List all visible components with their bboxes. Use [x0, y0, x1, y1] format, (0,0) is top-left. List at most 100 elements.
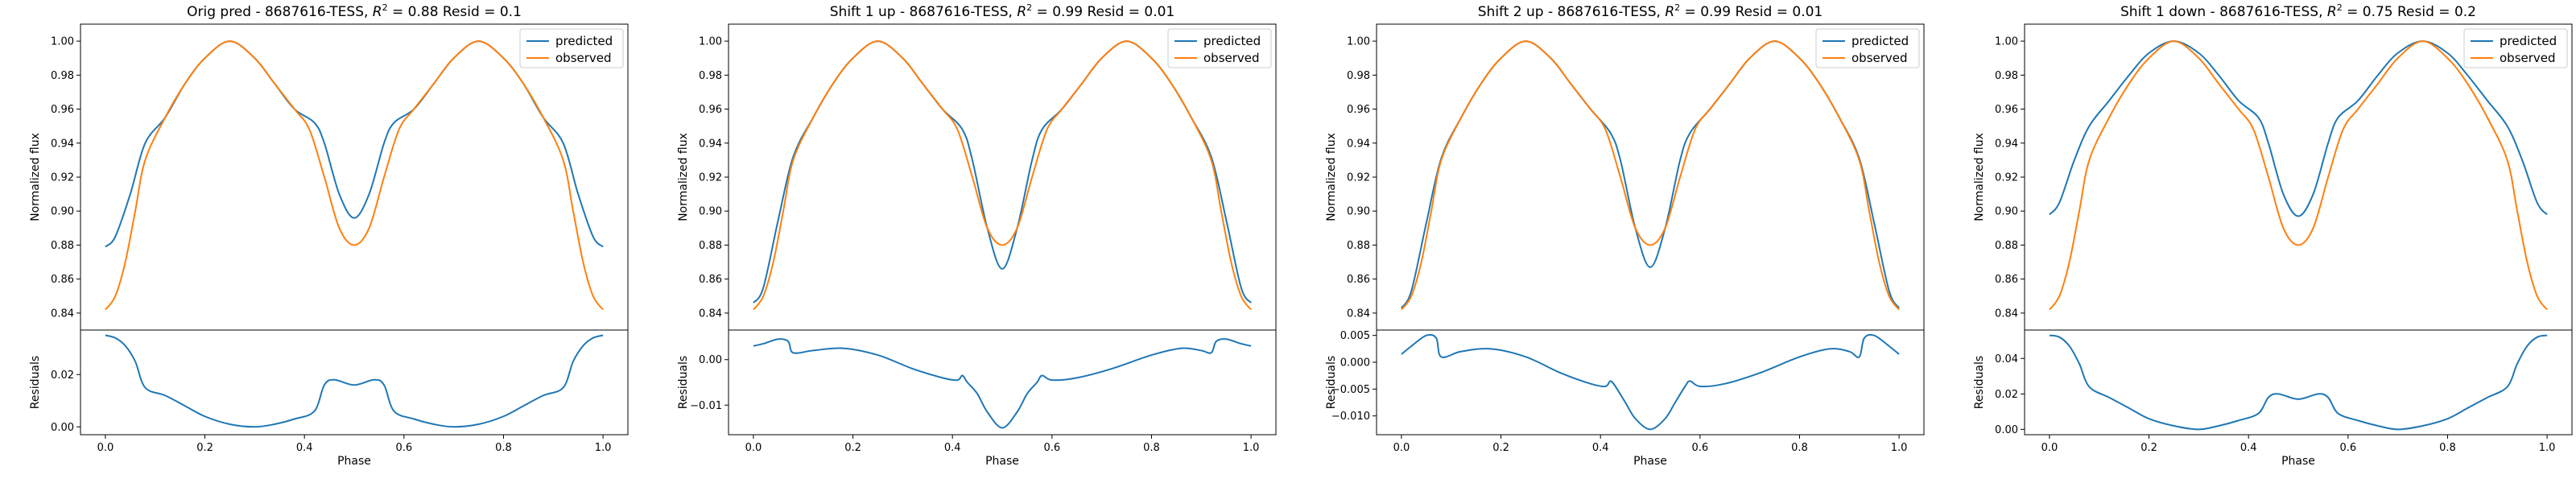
- residual-ytick-label: 0.005: [1340, 330, 1370, 342]
- legend-label-observed: observed: [1852, 51, 1908, 65]
- chart-title: Shift 1 down - 8687616-TESS, R2 = 0.75 R…: [2120, 2, 2476, 20]
- xtick-label: 0.4: [1592, 442, 1609, 454]
- title-suffix: = 0.75 Resid = 0.2: [2343, 4, 2476, 20]
- residual-ytick-label: 0.02: [1995, 389, 2018, 401]
- residual-axes-frame: [80, 329, 629, 436]
- chart-title: Orig pred - 8687616-TESS, R2 = 0.88 Resi…: [187, 2, 522, 20]
- x-axis-label: Phase: [985, 455, 1019, 468]
- xtick-label: 0.4: [2240, 442, 2257, 454]
- xtick-label: 1.0: [1243, 442, 1260, 454]
- residual-axes-frame: [2024, 329, 2573, 436]
- flux-ytick-label: 0.84: [1347, 308, 1370, 320]
- legend-label-predicted: predicted: [2500, 34, 2557, 48]
- residual-ytick-label: −0.010: [1331, 411, 1370, 423]
- flux-ytick-label: 0.96: [51, 104, 74, 116]
- xtick-label: 0.0: [2041, 442, 2058, 454]
- residual-ytick-label: −0.01: [690, 400, 722, 412]
- predicted-line: [2049, 40, 2548, 217]
- xtick-label: 0.8: [1791, 442, 1808, 454]
- flux-ytick-label: 0.96: [699, 104, 722, 116]
- x-axis-label: Phase: [2281, 455, 2315, 468]
- title-suffix: = 0.99 Resid = 0.01: [1680, 4, 1823, 20]
- legend-label-observed: observed: [1203, 51, 1260, 65]
- flux-ytick-label: 0.90: [699, 206, 722, 218]
- title-r-symbol: R: [1017, 4, 1026, 20]
- title-r-symbol: R: [1665, 4, 1674, 20]
- flux-ytick-label: 0.94: [1347, 138, 1370, 150]
- residual-y-axis-label: Residuals: [29, 356, 42, 409]
- flux-ytick-label: 0.86: [1995, 274, 2018, 286]
- xtick-label: 0.6: [395, 442, 412, 454]
- chart-title: Shift 2 up - 8687616-TESS, R2 = 0.99 Res…: [1478, 2, 1823, 20]
- flux-ytick-label: 0.86: [699, 274, 722, 286]
- predicted-line: [753, 40, 1252, 303]
- flux-ytick-label: 0.88: [1995, 240, 2018, 252]
- flux-ytick-label: 0.90: [51, 206, 74, 218]
- legend-label-predicted: predicted: [1203, 34, 1261, 48]
- title-r-exponent: 2: [382, 2, 388, 13]
- flux-ytick-label: 0.90: [1995, 206, 2018, 218]
- xtick-label: 0.4: [296, 442, 313, 454]
- legend: predicted observed: [519, 28, 624, 68]
- legend-label-observed: observed: [555, 51, 612, 65]
- xtick-label: 0.0: [745, 442, 762, 454]
- flux-axes-frame: [2024, 23, 2573, 331]
- flux-axes-frame: [1376, 23, 1925, 331]
- flux-y-axis-label: Normalized flux: [677, 133, 690, 221]
- xtick-label: 0.6: [1691, 442, 1708, 454]
- legend: predicted observed: [2463, 28, 2568, 68]
- legend: predicted observed: [1167, 28, 1272, 68]
- residual-y-axis-label: Residuals: [1325, 356, 1338, 409]
- residual-axes-frame: [1376, 329, 1925, 436]
- flux-ytick-label: 0.84: [699, 308, 722, 320]
- residual-line: [105, 334, 604, 428]
- legend-label-predicted: predicted: [1852, 34, 1909, 48]
- legend: predicted observed: [1815, 28, 1920, 68]
- title-r-symbol: R: [2327, 4, 2337, 20]
- flux-ytick-label: 0.94: [51, 138, 74, 150]
- title-prefix: Orig pred - 8687616-TESS,: [187, 4, 373, 20]
- flux-ytick-label: 0.86: [51, 274, 74, 286]
- predicted-line: [1401, 40, 1900, 309]
- xtick-label: 0.2: [844, 442, 861, 454]
- title-prefix: Shift 1 up - 8687616-TESS,: [830, 4, 1018, 20]
- predicted-line: [105, 40, 604, 248]
- title-suffix: = 0.88 Resid = 0.1: [388, 4, 522, 20]
- xtick-label: 0.6: [2339, 442, 2356, 454]
- chart-panel-4: Shift 1 down - 8687616-TESS, R2 = 0.75 R…: [1973, 2, 2573, 468]
- xtick-label: 0.6: [1043, 442, 1060, 454]
- xtick-label: 1.0: [2539, 442, 2556, 454]
- chart-panel-2: Shift 1 up - 8687616-TESS, R2 = 0.99 Res…: [677, 2, 1277, 468]
- flux-ytick-label: 0.96: [1995, 104, 2018, 116]
- flux-y-axis-label: Normalized flux: [29, 133, 42, 221]
- flux-axes-frame: [728, 23, 1277, 331]
- residual-line: [2049, 334, 2548, 431]
- flux-ytick-label: 0.92: [1995, 172, 2018, 184]
- residual-ytick-label: −0.005: [1331, 384, 1370, 396]
- flux-ytick-label: 1.00: [1995, 36, 2018, 48]
- observed-line: [105, 40, 604, 311]
- flux-y-axis-label: Normalized flux: [1973, 133, 1986, 221]
- flux-ytick-label: 0.94: [1995, 138, 2018, 150]
- residual-ytick-label: 0.02: [51, 369, 74, 382]
- title-r-exponent: 2: [1674, 2, 1680, 13]
- flux-ytick-label: 0.86: [1347, 274, 1370, 286]
- flux-ytick-label: 0.98: [1347, 70, 1370, 82]
- legend-label-observed: observed: [2500, 51, 2556, 65]
- flux-ytick-label: 0.92: [699, 172, 722, 184]
- xtick-label: 1.0: [595, 442, 612, 454]
- residual-line: [753, 338, 1252, 429]
- x-axis-label: Phase: [337, 455, 371, 468]
- flux-ytick-label: 0.98: [699, 70, 722, 82]
- flux-ytick-label: 0.90: [1347, 206, 1370, 218]
- xtick-label: 0.2: [196, 442, 213, 454]
- title-r-exponent: 2: [2337, 2, 2343, 13]
- residual-ytick-label: 0.000: [1340, 357, 1370, 369]
- flux-ytick-label: 0.84: [1995, 308, 2018, 320]
- xtick-label: 0.4: [944, 442, 961, 454]
- residual-ytick-label: 0.00: [51, 422, 74, 434]
- chart-panel-1: Orig pred - 8687616-TESS, R2 = 0.88 Resi…: [29, 2, 629, 468]
- flux-ytick-label: 0.94: [699, 138, 722, 150]
- residual-ytick-label: 0.00: [699, 354, 722, 366]
